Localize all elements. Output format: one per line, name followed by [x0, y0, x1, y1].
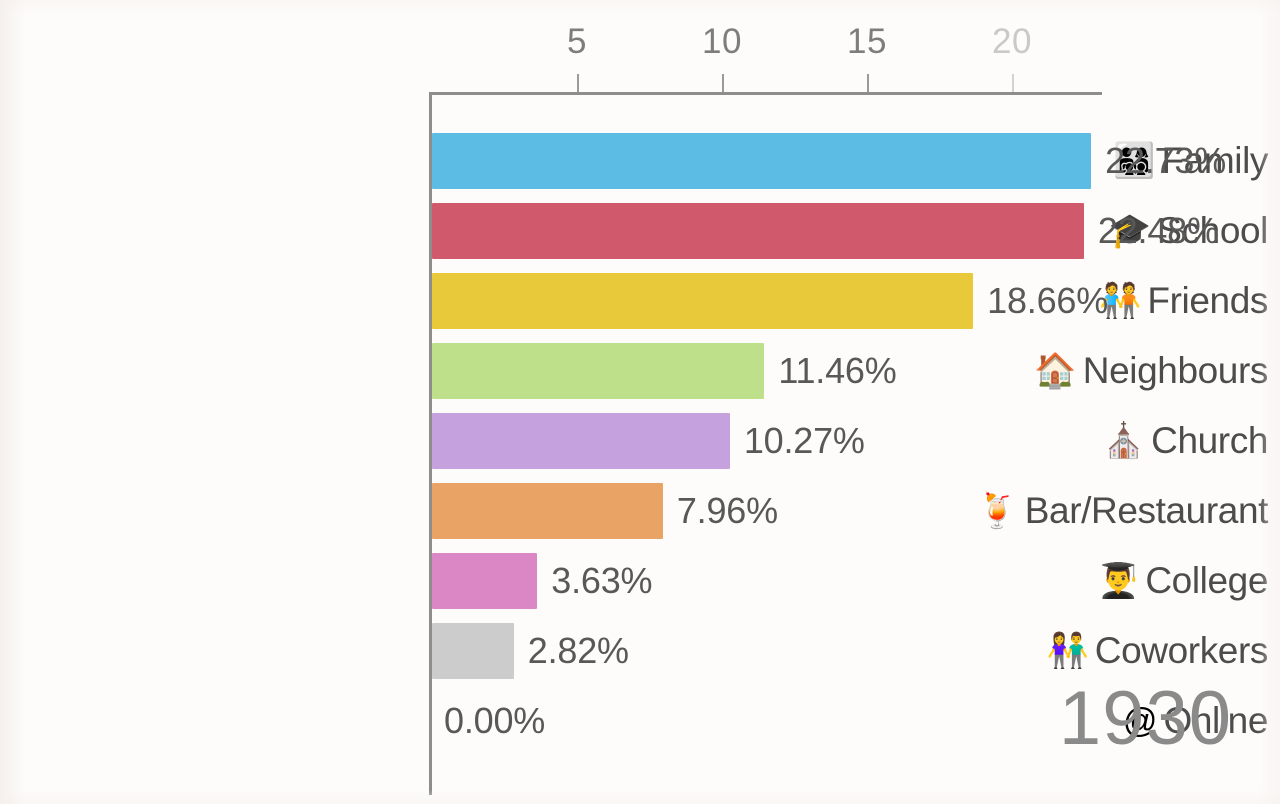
- church-emoji: ⛪: [1102, 422, 1146, 460]
- bar[interactable]: [432, 343, 765, 399]
- bar-row-label-group: 🏠 Neighbours: [862, 343, 1280, 399]
- bar-value-label: 7.96%: [676, 490, 778, 531]
- house-emoji: 🏠: [1034, 352, 1077, 390]
- bar-and-value-group: 7.96%: [432, 483, 778, 539]
- bar-value-label: 3.63%: [551, 560, 653, 601]
- bar-row[interactable]: 👫 Coworkers 2.82%: [0, 623, 1280, 679]
- bar[interactable]: [432, 623, 514, 679]
- bar-category-label: Friends: [1147, 280, 1268, 321]
- bar-and-value-group: 18.66%: [432, 273, 1108, 329]
- year-label: 1930: [1058, 676, 1232, 761]
- bar-value-label: 0.00%: [444, 700, 546, 741]
- bar[interactable]: [432, 203, 1084, 259]
- bar-value-label: 11.46%: [778, 350, 897, 391]
- graduate-emoji: 👨‍🎓: [1096, 562, 1140, 600]
- bar-row[interactable]: 🍹 Bar/Restaurant 7.96%: [0, 483, 1280, 539]
- bar-category-label: College: [1145, 560, 1268, 601]
- bar-and-value-group: 2.82%: [432, 623, 629, 679]
- tropical-drink-emoji: 🍹: [976, 492, 1019, 530]
- bar-row-label-group: 🍹 Bar/Restaurant: [862, 483, 1280, 539]
- bar-and-value-group: 0.00%: [432, 693, 545, 749]
- bar-and-value-group: 10.27%: [432, 413, 865, 469]
- bar-category-label: Coworkers: [1094, 630, 1269, 671]
- bar-row[interactable]: 🏠 Neighbours 11.46%: [0, 343, 1280, 399]
- bar-category-label: Church: [1151, 420, 1268, 461]
- bar-value-label: 22.48%: [1097, 210, 1219, 251]
- bar-and-value-group: 22.73%: [432, 133, 1226, 189]
- bar-value-label: 22.73%: [1105, 140, 1227, 181]
- bar-value-label: 2.82%: [527, 630, 629, 671]
- bar[interactable]: [432, 273, 974, 329]
- bar[interactable]: [432, 133, 1092, 189]
- bar-category-label: Bar/Restaurant: [1024, 490, 1269, 531]
- bar-row[interactable]: ⛪ Church 10.27%: [0, 413, 1280, 469]
- bar-category-label: Neighbours: [1082, 350, 1269, 391]
- bar-row-label-group: 👫 Coworkers: [862, 623, 1280, 679]
- bar-row[interactable]: 🧑‍🤝‍🧑 Friends 18.66%: [0, 273, 1280, 329]
- bar[interactable]: [432, 413, 730, 469]
- business-people-emoji: 👫: [1046, 632, 1089, 670]
- bar-row[interactable]: 🎓 School 22.48%: [0, 203, 1280, 259]
- bar-and-value-group: 11.46%: [432, 343, 897, 399]
- bar-row[interactable]: 👨‍👩‍👧‍👦 Family 22.73%: [0, 133, 1280, 189]
- bar[interactable]: [432, 483, 663, 539]
- bar[interactable]: [432, 553, 538, 609]
- bar-row-label-group: ⛪ Church: [862, 413, 1280, 469]
- bar-row-label-group: 👨‍🎓 College: [862, 553, 1280, 609]
- bar-and-value-group: 3.63%: [432, 553, 653, 609]
- bar-value-label: 10.27%: [743, 420, 865, 461]
- bar-and-value-group: 22.48%: [432, 203, 1219, 259]
- bar-row[interactable]: 👨‍🎓 College 3.63%: [0, 553, 1280, 609]
- bar-value-label: 18.66%: [987, 280, 1109, 321]
